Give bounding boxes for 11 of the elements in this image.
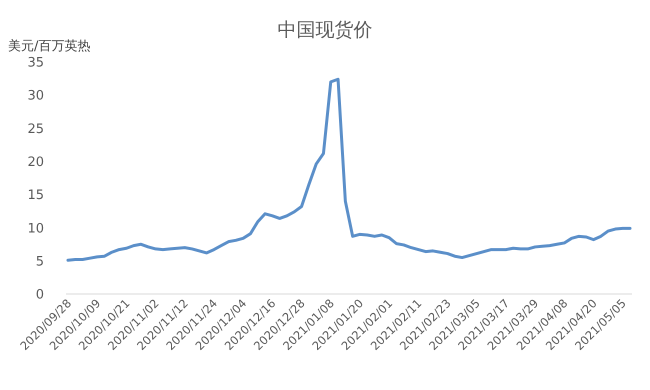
y-tick-label: 15 [27,188,44,204]
y-tick-label: 10 [27,221,44,236]
y-tick-label: 30 [27,88,44,104]
y-tick-label: 5 [36,254,44,270]
y-tick-label: 25 [27,122,44,137]
y-tick-label: 20 [27,154,44,170]
y-axis-title: 美元/百万英热 [8,38,90,54]
chart-title: 中国现货价 [278,19,372,41]
y-tick-label: 0 [36,288,44,303]
y-tick-label: 35 [27,56,44,71]
line-series [66,78,632,262]
